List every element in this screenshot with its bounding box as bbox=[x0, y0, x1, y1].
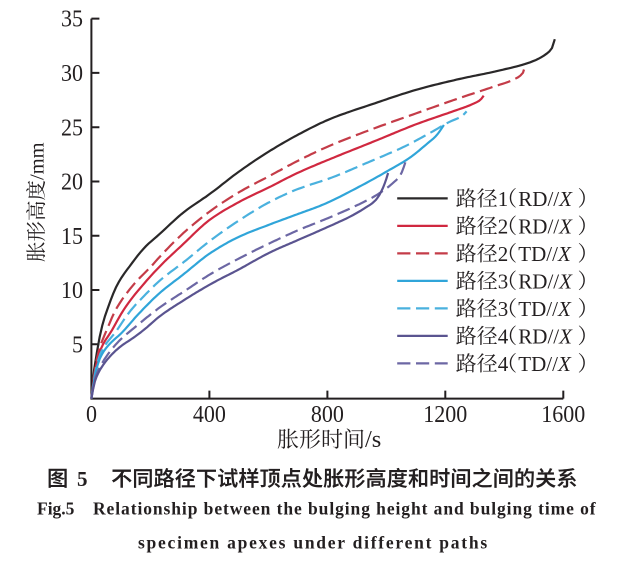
svg-text:2: 2 bbox=[498, 242, 509, 266]
svg-text:specimen apexes under differen: specimen apexes under different paths bbox=[138, 533, 489, 553]
svg-text:30: 30 bbox=[61, 60, 83, 87]
svg-text:1200: 1200 bbox=[423, 401, 467, 428]
svg-text:35: 35 bbox=[61, 6, 83, 33]
svg-text:Relationship between the bulgi: Relationship between the bulging height … bbox=[93, 499, 597, 519]
svg-text:0: 0 bbox=[86, 401, 97, 428]
svg-text:15: 15 bbox=[61, 223, 83, 250]
svg-text:Fig.5: Fig.5 bbox=[37, 499, 75, 519]
svg-text:2: 2 bbox=[498, 214, 509, 238]
svg-text:/s: /s bbox=[365, 426, 381, 453]
svg-text:5: 5 bbox=[72, 331, 83, 358]
svg-text:4: 4 bbox=[498, 324, 509, 348]
svg-text:TD//X: TD//X bbox=[518, 297, 572, 321]
svg-text:800: 800 bbox=[311, 401, 344, 428]
svg-text:/mm: /mm bbox=[27, 142, 49, 180]
svg-text:20: 20 bbox=[61, 169, 83, 196]
svg-text:10: 10 bbox=[61, 277, 83, 304]
svg-text:RD//X: RD//X bbox=[518, 269, 573, 293]
svg-text:RD//X: RD//X bbox=[518, 324, 573, 348]
svg-text:1600: 1600 bbox=[541, 401, 585, 428]
svg-text:TD//X: TD//X bbox=[518, 352, 572, 376]
svg-text:TD//X: TD//X bbox=[518, 242, 572, 266]
svg-text:3: 3 bbox=[498, 297, 509, 321]
svg-text:RD//X: RD//X bbox=[518, 214, 573, 238]
svg-text:3: 3 bbox=[498, 269, 509, 293]
svg-text:4: 4 bbox=[498, 352, 509, 376]
svg-text:5: 5 bbox=[77, 467, 88, 491]
svg-text:400: 400 bbox=[193, 401, 226, 428]
svg-text:RD//X: RD//X bbox=[518, 187, 573, 211]
svg-text:25: 25 bbox=[61, 114, 83, 141]
svg-text:1: 1 bbox=[498, 187, 509, 211]
